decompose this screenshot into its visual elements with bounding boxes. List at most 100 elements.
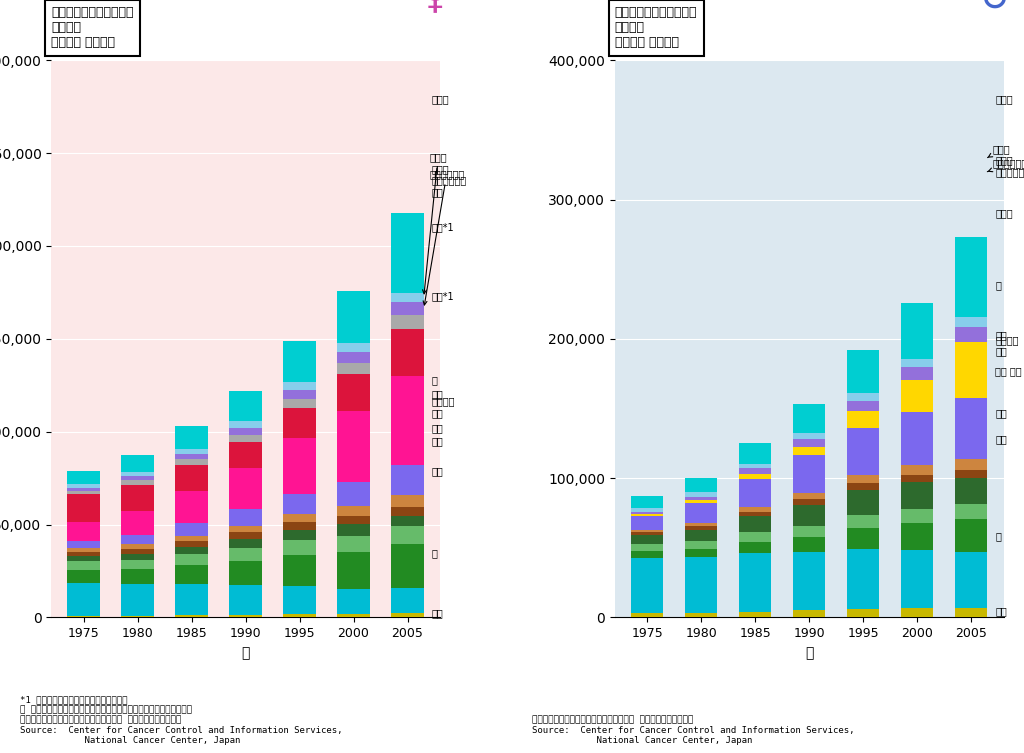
Bar bbox=[229, 548, 262, 561]
Bar bbox=[955, 519, 987, 552]
Bar bbox=[68, 552, 99, 556]
Bar bbox=[901, 474, 933, 483]
Bar bbox=[229, 468, 262, 509]
Bar bbox=[685, 548, 718, 557]
Bar bbox=[847, 475, 880, 483]
Bar bbox=[685, 492, 718, 496]
Bar bbox=[955, 327, 987, 342]
Bar bbox=[631, 532, 664, 535]
Bar bbox=[793, 611, 825, 617]
Text: 悪性リンパ腺: 悪性リンパ腺 bbox=[423, 169, 464, 305]
X-axis label: 年: 年 bbox=[242, 646, 250, 660]
Bar bbox=[631, 516, 664, 529]
Bar bbox=[175, 535, 208, 541]
Bar bbox=[175, 449, 208, 454]
Bar bbox=[793, 526, 825, 537]
Bar bbox=[685, 526, 718, 529]
Bar bbox=[122, 544, 154, 549]
Bar bbox=[793, 505, 825, 526]
Bar bbox=[68, 541, 99, 548]
Bar bbox=[229, 538, 262, 548]
Bar bbox=[739, 444, 771, 464]
Bar bbox=[337, 614, 370, 617]
Bar bbox=[391, 507, 424, 516]
Bar bbox=[631, 508, 664, 511]
Bar bbox=[739, 542, 771, 553]
Bar bbox=[337, 291, 370, 343]
Bar bbox=[847, 411, 880, 428]
Bar bbox=[631, 511, 664, 514]
Bar bbox=[284, 530, 315, 540]
Bar bbox=[739, 464, 771, 468]
Text: 肝臓 胆管: 肝臓 胆管 bbox=[995, 366, 1022, 376]
Bar bbox=[175, 491, 208, 523]
Bar bbox=[284, 587, 315, 614]
Bar bbox=[175, 426, 208, 449]
Bar bbox=[739, 474, 771, 479]
Bar bbox=[284, 493, 315, 514]
Bar bbox=[739, 553, 771, 612]
Bar bbox=[391, 544, 424, 589]
Bar bbox=[284, 408, 315, 437]
Bar bbox=[391, 495, 424, 507]
Bar bbox=[68, 522, 99, 541]
Bar bbox=[685, 613, 718, 617]
Bar bbox=[68, 494, 99, 522]
Text: 結腸: 結腸 bbox=[432, 466, 443, 477]
Bar bbox=[122, 569, 154, 584]
Bar bbox=[284, 399, 315, 408]
Text: 前立腺: 前立腺 bbox=[995, 208, 1013, 218]
Text: その他: その他 bbox=[432, 94, 450, 104]
Bar bbox=[122, 584, 154, 616]
Text: 例: 例 bbox=[54, 39, 61, 52]
Bar bbox=[284, 389, 315, 399]
Text: 食道: 食道 bbox=[995, 605, 1008, 616]
Bar bbox=[847, 350, 880, 393]
Bar bbox=[284, 540, 315, 555]
Text: その他: その他 bbox=[995, 94, 1013, 104]
Bar bbox=[955, 398, 987, 459]
Bar bbox=[901, 550, 933, 608]
Text: 卵巣: 卵巣 bbox=[432, 187, 443, 197]
Text: 結腸: 結腸 bbox=[995, 434, 1008, 444]
Bar bbox=[793, 499, 825, 505]
Text: 子宮*1: 子宮*1 bbox=[432, 222, 455, 233]
Bar bbox=[337, 506, 370, 516]
Bar bbox=[175, 615, 208, 617]
Bar bbox=[847, 529, 880, 549]
Text: 肝臓: 肝臓 bbox=[432, 423, 443, 433]
Text: 白血病: 白血病 bbox=[423, 153, 446, 294]
Bar bbox=[901, 608, 933, 617]
Bar bbox=[391, 329, 424, 376]
Text: 部位別がん罹患数の推移
〈男性〉
［全年齢 複数年］: 部位別がん罹患数の推移 〈男性〉 ［全年齢 複数年］ bbox=[614, 6, 697, 50]
X-axis label: 年: 年 bbox=[805, 646, 813, 660]
Text: 肺: 肺 bbox=[432, 375, 437, 385]
Bar bbox=[122, 480, 154, 485]
Bar bbox=[793, 455, 825, 492]
Text: 乳房*1: 乳房*1 bbox=[432, 291, 455, 301]
Text: 白血病: 白血病 bbox=[987, 144, 1011, 157]
Bar bbox=[391, 316, 424, 329]
Bar bbox=[901, 359, 933, 367]
Bar bbox=[955, 504, 987, 519]
Bar bbox=[122, 455, 154, 472]
Bar bbox=[955, 478, 987, 504]
Bar bbox=[847, 515, 880, 529]
Bar bbox=[337, 482, 370, 506]
Bar bbox=[337, 411, 370, 482]
Bar bbox=[68, 556, 99, 561]
Bar bbox=[122, 616, 154, 617]
Text: *1 乳房と子宮頸部は上皮内がんを含む。
※ 子宮は、子宮頸部および子宮体部の他に「子宮部位不明」を含む。
資料：独立行政法人国立がん研究センター がん対策情報: *1 乳房と子宮頸部は上皮内がんを含む。 ※ 子宮は、子宮頸部および子宮体部の他… bbox=[20, 695, 343, 745]
Bar bbox=[847, 393, 880, 401]
Bar bbox=[391, 526, 424, 544]
Bar bbox=[631, 535, 664, 544]
Text: 胃: 胃 bbox=[432, 548, 437, 559]
Bar bbox=[901, 523, 933, 550]
Bar bbox=[631, 550, 664, 557]
Text: 白血病: 白血病 bbox=[432, 164, 450, 174]
Bar bbox=[229, 442, 262, 468]
Bar bbox=[847, 428, 880, 475]
Bar bbox=[685, 496, 718, 501]
Bar bbox=[122, 549, 154, 553]
Bar bbox=[955, 608, 987, 617]
